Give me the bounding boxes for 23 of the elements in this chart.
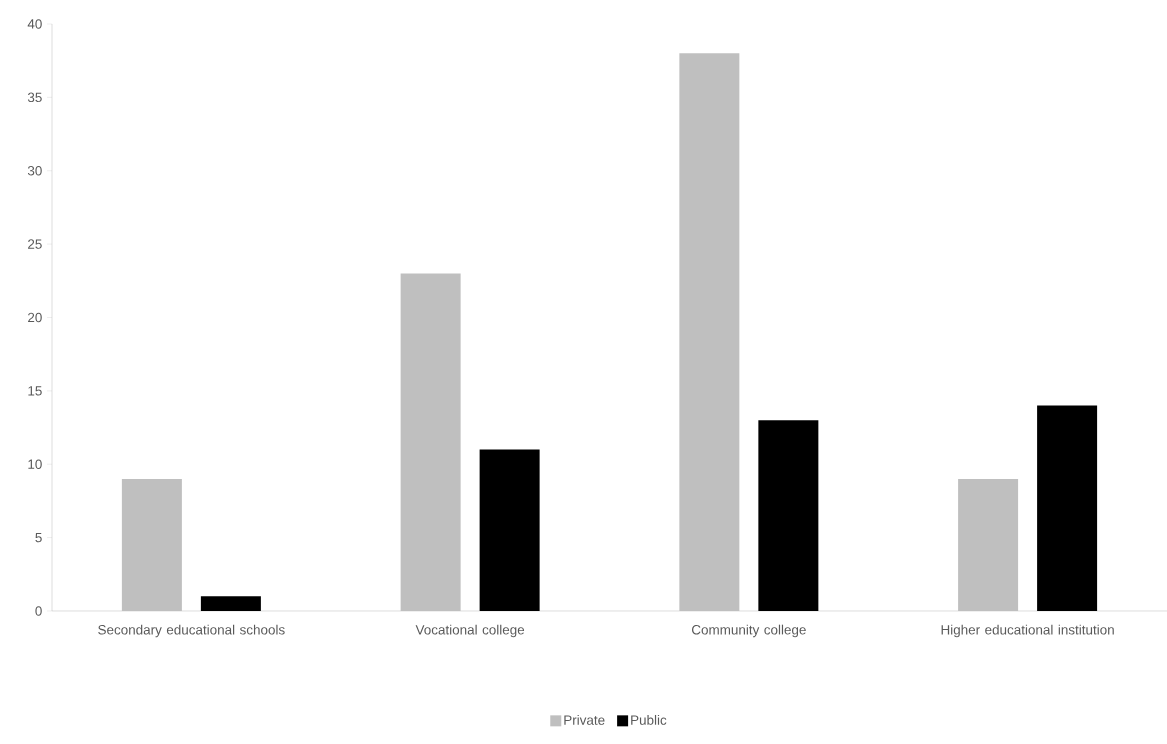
y-tick-label: 15 [28, 386, 42, 396]
bar [200, 596, 261, 611]
y-tick-label: 25 [28, 239, 42, 249]
x-tick-label: Vocational college [415, 624, 525, 638]
y-tick-label: 5 [35, 532, 42, 543]
bar [679, 53, 740, 611]
x-tick-label: Community college [691, 624, 806, 638]
legend-label: Private [564, 714, 605, 725]
y-tick-label: 40 [27, 19, 42, 29]
x-tick-label: Higher educational institution [941, 624, 1114, 638]
bar [479, 449, 540, 611]
bar [1037, 405, 1098, 611]
x-tick-label: Secondary educational schools [98, 624, 285, 638]
legend-label: Public [631, 714, 667, 725]
y-tick-label: 0 [35, 606, 42, 616]
bar [958, 478, 1019, 611]
bar [758, 420, 819, 611]
y-tick-label: 20 [28, 312, 42, 323]
y-tick-label: 35 [27, 92, 42, 103]
bar [400, 273, 461, 611]
y-tick-label: 10 [28, 459, 42, 469]
bar [121, 478, 182, 611]
y-tick-label: 30 [27, 165, 42, 176]
